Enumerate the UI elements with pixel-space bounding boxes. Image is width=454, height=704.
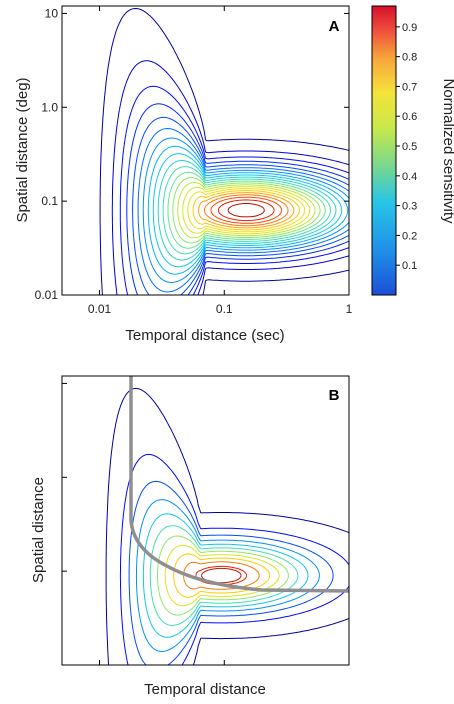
panel-label-b: B (329, 387, 340, 404)
colorbar-tick-label: 0.2 (402, 230, 417, 242)
contour-b-level-1 (105, 387, 349, 665)
contour-a-level-5 (132, 116, 349, 295)
contour-b-level-8 (164, 544, 280, 607)
contour-b-level-9 (173, 553, 271, 598)
x-tick-label-a: 0.01 (88, 302, 112, 316)
colorbar-tick-label: 0.5 (402, 141, 417, 153)
x-axis-title-b: Temporal distance (144, 681, 266, 698)
contours-a (99, 8, 349, 295)
contour-b-level-7 (157, 535, 289, 616)
contour-a-level-18 (198, 192, 295, 229)
contour-b-level-4 (135, 499, 320, 652)
contour-b-level-3 (128, 480, 334, 665)
contour-a-level-13 (172, 177, 321, 244)
contour-a-level-15 (182, 186, 311, 235)
y-tick-label-a: 1.0 (41, 100, 58, 114)
y-tick-label-a: 0.1 (41, 194, 58, 208)
contour-a-level-20 (210, 196, 283, 224)
contour-a-level-1 (99, 8, 349, 295)
contour-b-level-5 (142, 513, 309, 638)
colorbar-tick-label: 0.7 (402, 81, 417, 93)
ticks-a: 0.01 0.1 1 0.01 0.1 1.0 10 (35, 6, 353, 316)
plot-frame-a (61, 5, 350, 296)
colorbar-label: Normalized sensitivity (440, 78, 454, 224)
contour-a-level-7 (142, 137, 349, 283)
contour-a-level-8 (147, 145, 349, 275)
plot-frame-b (61, 375, 350, 666)
contours-b (105, 387, 349, 665)
contour-a-level-4 (126, 103, 349, 295)
panel-label-a: A (329, 18, 340, 35)
colorbar-tick-label: 0.8 (402, 52, 417, 64)
y-axis-title-b: Spatial distance (30, 477, 47, 583)
x-tick-label-a: 0.1 (216, 302, 233, 316)
contour-a-level-10 (157, 159, 337, 261)
contour-b-level-2 (119, 453, 349, 665)
contour-a-level-3 (119, 85, 349, 295)
contour-a-level-9 (152, 153, 343, 268)
colorbar-gradient (371, 5, 397, 296)
contour-a-level-22 (227, 203, 265, 218)
contour-a-level-6 (137, 128, 349, 293)
ridge-curve (129, 376, 349, 593)
colorbar-ticks: 0.1 0.2 0.3 0.4 0.5 0.6 0.7 0.8 0.9 (396, 22, 417, 272)
contour-a-level-21 (217, 199, 275, 222)
contour-a-level-12 (167, 171, 326, 249)
contour-a-level-19 (203, 194, 289, 227)
ticks-b (62, 382, 350, 666)
contour-a-level-14 (177, 182, 316, 239)
contour-a-level-16 (187, 188, 306, 233)
colorbar: 0.1 0.2 0.3 0.4 0.5 0.6 0.7 0.8 0.9 Normalized s… (371, 5, 454, 296)
colorbar-tick-label: 0.1 (402, 260, 417, 272)
y-tick-label-a: 0.01 (35, 288, 59, 302)
y-axis-title-a: Spatial distance (deg) (14, 77, 31, 222)
contour-a-level-2 (111, 60, 349, 295)
panel-a: 0.01 0.1 1 0.01 0.1 1.0 10 A Temporal distance… (14, 5, 454, 344)
panel-b: B Temporal distance Spatial distance (30, 375, 350, 698)
x-axis-title-a: Temporal distance (sec) (125, 327, 284, 344)
contour-a-level-11 (162, 166, 331, 255)
colorbar-tick-label: 0.3 (402, 201, 417, 213)
x-tick-label-a: 1 (346, 302, 353, 316)
colorbar-tick-label: 0.6 (402, 111, 417, 123)
contour-a-level-17 (192, 190, 300, 231)
colorbar-tick-label: 0.4 (402, 171, 417, 183)
y-tick-label-a: 10 (45, 6, 59, 20)
colorbar-tick-label: 0.9 (402, 22, 417, 34)
